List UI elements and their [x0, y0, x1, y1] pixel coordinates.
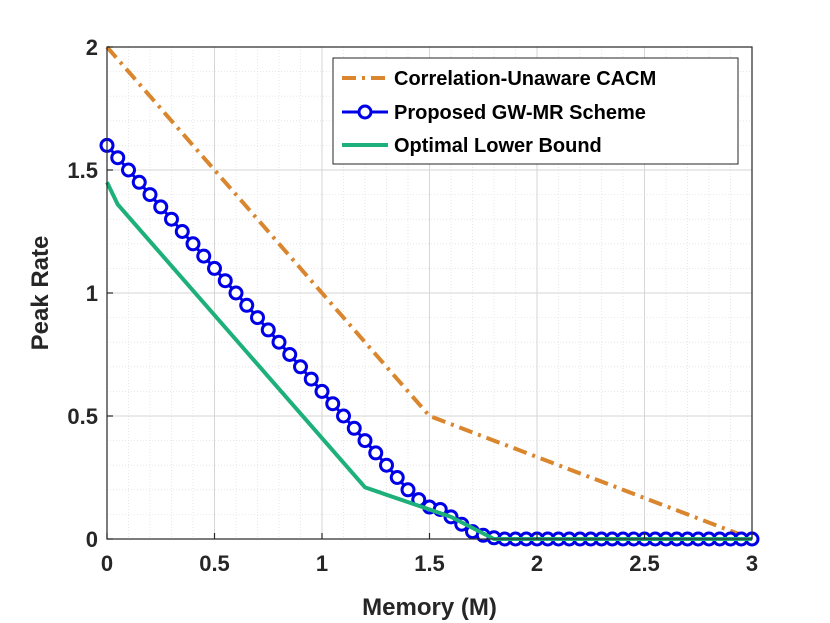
x-axis-label: Memory (M): [362, 594, 497, 621]
x-tick-label: 1: [316, 551, 328, 576]
x-tick-label: 0.5: [199, 551, 230, 576]
data-point: [142, 187, 158, 203]
y-tick-label: 1.5: [67, 158, 98, 183]
data-point: [207, 260, 222, 276]
legend-label: Proposed GW-MR Scheme: [394, 102, 646, 124]
legend-label: Correlation-Unaware CACM: [394, 68, 656, 90]
data-point: [185, 236, 201, 252]
legend: Correlation-Unaware CACM Proposed GW-MR S…: [332, 57, 739, 165]
y-axis-label: Peak Rate: [27, 236, 54, 351]
data-point: [239, 297, 255, 313]
data-point: [303, 371, 319, 387]
data-point: [228, 285, 244, 301]
data-point: [314, 383, 330, 399]
data-point: [164, 211, 179, 227]
x-tick-label: 1.5: [414, 551, 445, 576]
data-point: [357, 433, 373, 449]
data-point: [400, 482, 416, 498]
data-point: [293, 359, 308, 375]
y-tick-label: 2: [86, 35, 98, 60]
data-point: [131, 174, 147, 190]
data-point: [174, 224, 190, 239]
y-tick-label: 0: [86, 527, 98, 552]
legend-label: Optimal Lower Bound: [394, 135, 602, 157]
legend-entries: Correlation-Unaware CACM Proposed GW-MR S…: [342, 68, 656, 157]
x-tick-label: 2.5: [629, 551, 660, 576]
data-point: [389, 470, 405, 485]
x-axis-ticks: 0 0.5 1 1.5 2 2.5 3: [101, 533, 758, 576]
y-axis-ticks: 0 0.5 1 1.5 2: [67, 35, 113, 552]
data-point: [260, 322, 276, 338]
data-point: [153, 199, 169, 215]
data-point: [217, 273, 233, 289]
data-point: [325, 396, 341, 412]
legend-box: [332, 57, 739, 165]
data-point: [346, 420, 362, 436]
data-point: [196, 248, 212, 264]
data-point: [250, 310, 265, 326]
legend-marker: [357, 104, 373, 120]
data-point: [379, 457, 394, 473]
data-point: [271, 334, 287, 350]
x-tick-label: 0: [101, 551, 113, 576]
x-tick-label: 2: [531, 551, 543, 576]
data-point: [110, 150, 126, 166]
data-point: [282, 347, 298, 362]
data-point: [368, 445, 384, 461]
y-tick-label: 1: [86, 281, 98, 306]
data-point: [121, 162, 136, 178]
y-tick-label: 0.5: [67, 404, 98, 429]
x-tick-label: 3: [746, 551, 758, 576]
data-point: [336, 408, 351, 424]
